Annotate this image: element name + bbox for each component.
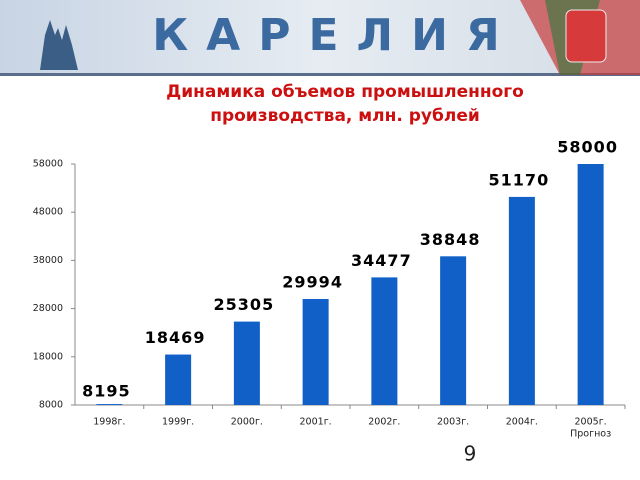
bar <box>577 164 604 405</box>
header-rule <box>0 73 640 76</box>
data-label: 18469 <box>145 328 206 347</box>
x-tick-label: 2000г. <box>231 417 263 428</box>
x-tick-label: 2005г. <box>575 417 607 428</box>
y-tick-label: 58000 <box>33 159 63 170</box>
bar <box>302 298 329 405</box>
page-number: 9 <box>464 442 477 466</box>
bar <box>440 256 467 405</box>
x-tick-label: 1999г. <box>162 417 194 428</box>
chart-subtitle: производства, млн. рублей <box>210 106 480 126</box>
data-label: 29994 <box>282 272 343 291</box>
bar <box>371 277 398 405</box>
data-label: 25305 <box>214 295 275 314</box>
data-label: 8195 <box>82 382 131 401</box>
bar <box>96 404 123 405</box>
category-note: Прогноз <box>570 429 611 440</box>
x-tick-label: 2003г. <box>437 417 469 428</box>
x-tick-label: 2002г. <box>368 417 400 428</box>
data-label: 58000 <box>557 138 618 157</box>
x-tick-label: 2004г. <box>506 417 538 428</box>
y-tick-label: 38000 <box>33 255 63 266</box>
data-label: 51170 <box>489 170 550 189</box>
data-label: 38848 <box>420 230 481 249</box>
bar <box>233 321 260 405</box>
data-label: 34477 <box>351 251 412 270</box>
church-icon <box>40 20 78 70</box>
chart-title: Динамика объемов промышленного <box>166 82 524 102</box>
y-tick-label: 18000 <box>33 351 63 362</box>
bar <box>165 354 192 405</box>
x-tick-label: 2001г. <box>300 417 332 428</box>
y-tick-label: 8000 <box>39 400 63 411</box>
y-tick-label: 48000 <box>33 207 63 218</box>
coat-of-arms <box>565 9 607 63</box>
y-tick-label: 28000 <box>33 303 63 314</box>
x-tick-label: 1998г. <box>93 417 125 428</box>
header-title: КАРЕЛИЯ <box>152 10 518 61</box>
bar <box>508 196 535 405</box>
